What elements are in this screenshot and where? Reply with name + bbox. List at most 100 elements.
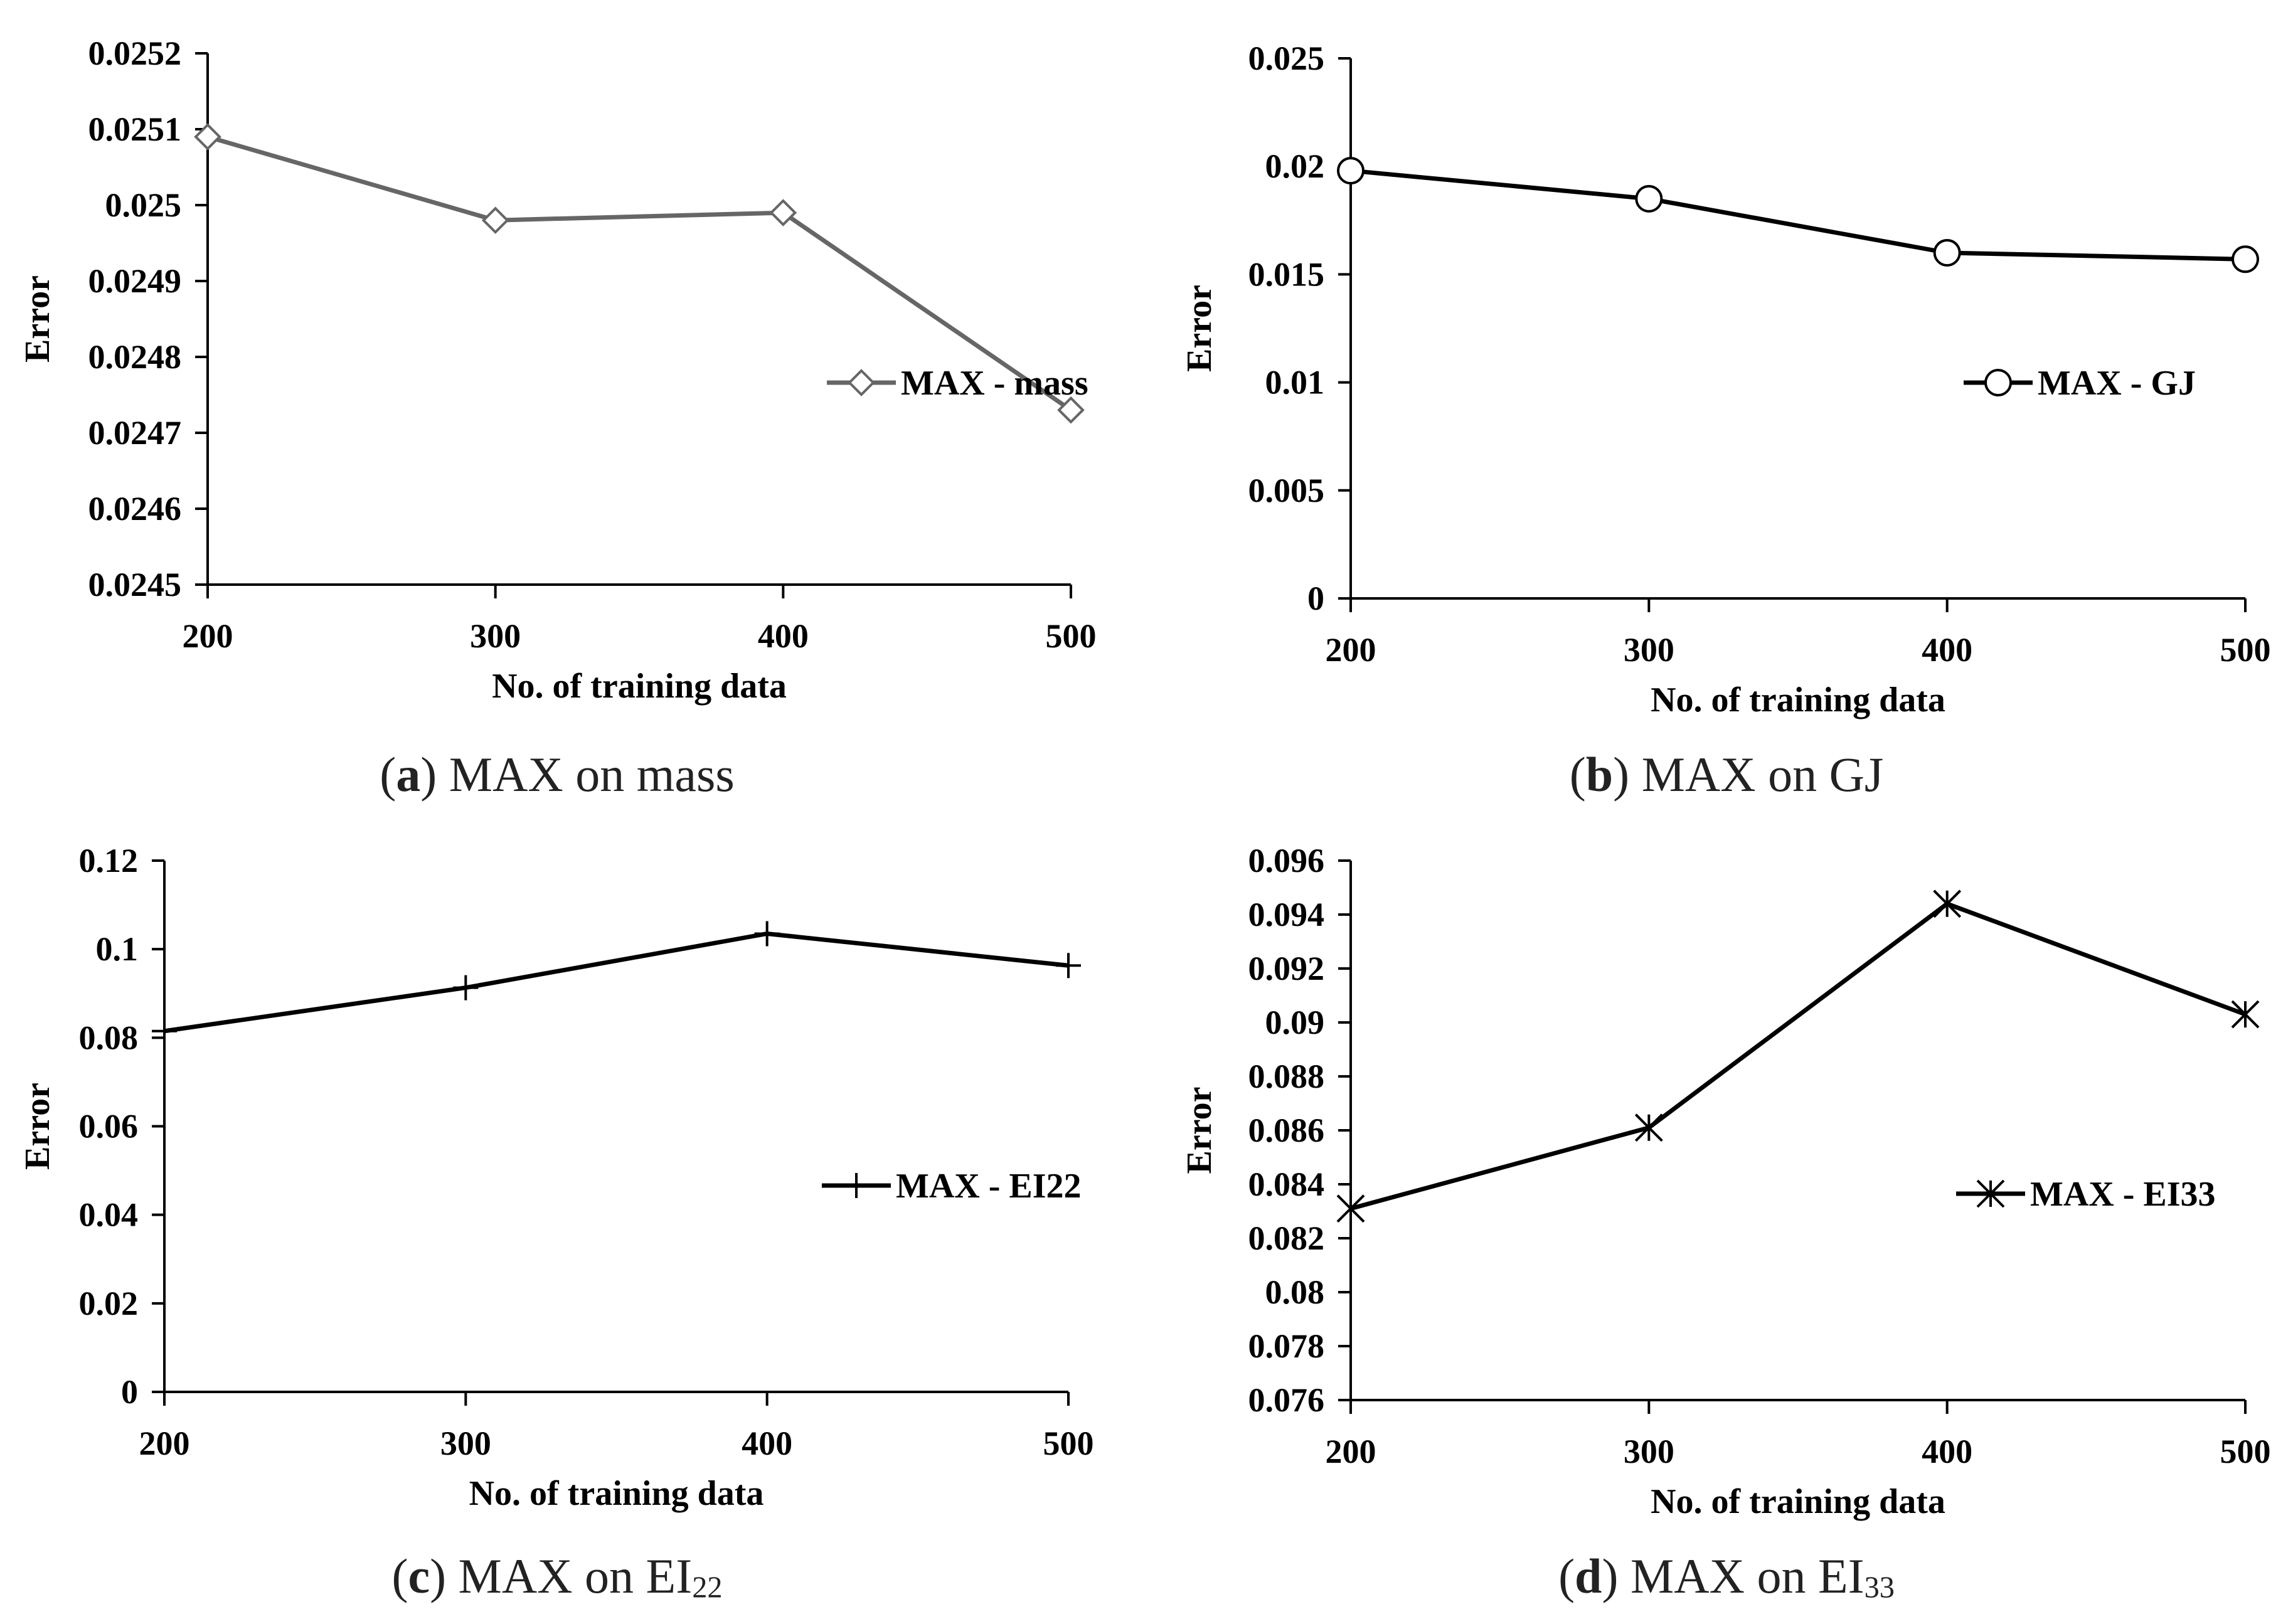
caption-text: MAX on GJ xyxy=(1641,747,1884,802)
y-tick-label: 0.12 xyxy=(79,842,139,879)
y-tick-label: 0.005 xyxy=(1248,472,1325,509)
data-point xyxy=(1057,396,1085,424)
legend-label: MAX - GJ xyxy=(2038,364,2196,403)
y-tick-label: 0.025 xyxy=(105,186,182,224)
legend-marker xyxy=(844,1173,869,1198)
panel-caption-b: (b) MAX on GJ xyxy=(1569,747,1884,802)
y-axis-title: Error xyxy=(1180,285,1219,372)
y-tick-label: 0.0247 xyxy=(88,414,182,452)
y-tick-label: 0.015 xyxy=(1248,255,1325,293)
data-point xyxy=(754,921,780,947)
series-line xyxy=(207,134,1072,412)
y-tick-label: 0.084 xyxy=(1248,1165,1325,1203)
x-tick-label: 200 xyxy=(1326,631,1376,669)
caption-text: MAX on EI xyxy=(458,1549,693,1603)
y-tick-label: 0.0249 xyxy=(88,262,182,300)
caption-letter: c xyxy=(408,1549,430,1603)
legend-marker xyxy=(1984,369,2012,396)
legend-label: MAX - EI22 xyxy=(896,1167,1082,1206)
y-tick-label: 0.088 xyxy=(1248,1058,1325,1095)
data-point xyxy=(453,975,479,1000)
y-tick-label: 0.08 xyxy=(79,1019,139,1056)
data-point xyxy=(152,1018,177,1044)
x-tick-label: 300 xyxy=(470,617,521,655)
y-axis-title: Error xyxy=(18,275,57,363)
data-point xyxy=(1056,953,1081,979)
panel-caption-a: (a) MAX on mass xyxy=(380,747,735,802)
y-tick-label: 0.025 xyxy=(1248,40,1325,77)
x-tick-label: 400 xyxy=(1922,1433,1972,1470)
y-tick-label: 0.04 xyxy=(79,1196,139,1234)
x-tick-label: 400 xyxy=(1922,631,1972,669)
x-axis-title: No. of training data xyxy=(1651,1482,1945,1521)
x-tick-label: 200 xyxy=(139,1425,190,1462)
legend-label: MAX - mass xyxy=(901,364,1088,403)
data-point xyxy=(481,206,509,235)
x-tick-label: 500 xyxy=(1046,617,1097,655)
y-axis-title: Error xyxy=(18,1083,57,1170)
data-point xyxy=(769,199,797,226)
y-tick-label: 0.092 xyxy=(1248,950,1325,987)
legend-label: MAX - EI33 xyxy=(2030,1175,2216,1214)
y-tick-label: 0.08 xyxy=(1265,1273,1325,1311)
caption-subscript: 33 xyxy=(1864,1571,1895,1605)
y-tick-label: 0.076 xyxy=(1248,1381,1325,1419)
y-tick-label: 0.06 xyxy=(79,1108,139,1145)
x-axis-title: No. of training data xyxy=(469,1474,764,1513)
x-axis-title: No. of training data xyxy=(1651,681,1945,719)
y-tick-label: 0.02 xyxy=(1265,147,1325,185)
caption-subscript: 22 xyxy=(692,1571,723,1605)
panel-caption-c: (c) MAX on EI22 xyxy=(391,1549,723,1605)
caption-text: MAX on EI xyxy=(1630,1549,1865,1603)
y-tick-label: 0 xyxy=(1307,580,1324,617)
legend-marker xyxy=(848,369,875,396)
series-line xyxy=(1350,901,2247,1211)
legend-marker xyxy=(1976,1179,2005,1208)
data-point xyxy=(2231,1000,2260,1029)
caption-text: MAX on mass xyxy=(449,747,735,802)
series-line xyxy=(1350,168,2246,262)
y-tick-label: 0.094 xyxy=(1248,896,1325,933)
y-tick-label: 0.086 xyxy=(1248,1112,1325,1149)
x-tick-label: 400 xyxy=(758,617,809,655)
y-tick-label: 0.01 xyxy=(1265,364,1325,401)
y-tick-label: 0.0252 xyxy=(88,34,182,72)
x-tick-label: 500 xyxy=(2220,1433,2271,1470)
panel-caption-d: (d) MAX on EI33 xyxy=(1558,1549,1895,1605)
data-point xyxy=(1635,184,1663,213)
y-tick-label: 0.078 xyxy=(1248,1327,1325,1365)
y-tick-label: 0 xyxy=(121,1373,138,1411)
x-tick-label: 300 xyxy=(440,1425,491,1462)
y-tick-label: 0.1 xyxy=(96,930,139,968)
data-point xyxy=(1933,889,1962,918)
y-axis-title: Error xyxy=(1180,1087,1219,1174)
x-tick-label: 300 xyxy=(1624,1433,1674,1470)
x-axis-title: No. of training data xyxy=(492,667,787,706)
x-tick-label: 500 xyxy=(1043,1425,1094,1462)
y-tick-label: 0.0246 xyxy=(88,490,182,528)
y-tick-label: 0.096 xyxy=(1248,842,1325,879)
data-point xyxy=(1634,1113,1663,1142)
y-tick-label: 0.0245 xyxy=(88,566,182,603)
data-point xyxy=(1933,238,1961,267)
series-line xyxy=(164,931,1069,1034)
caption-letter: a xyxy=(396,747,421,802)
data-point xyxy=(194,123,221,151)
x-tick-label: 400 xyxy=(742,1425,792,1462)
x-tick-label: 500 xyxy=(2220,631,2271,669)
y-tick-label: 0.0248 xyxy=(88,338,182,376)
x-tick-label: 200 xyxy=(1326,1433,1376,1470)
data-point xyxy=(1337,157,1365,185)
caption-letter: d xyxy=(1575,1549,1602,1603)
caption-letter: b xyxy=(1585,747,1614,802)
x-tick-label: 300 xyxy=(1624,631,1674,669)
x-tick-label: 200 xyxy=(183,617,233,655)
y-tick-label: 0.09 xyxy=(1265,1004,1325,1041)
y-tick-label: 0.02 xyxy=(79,1285,139,1322)
data-point xyxy=(1336,1194,1365,1223)
